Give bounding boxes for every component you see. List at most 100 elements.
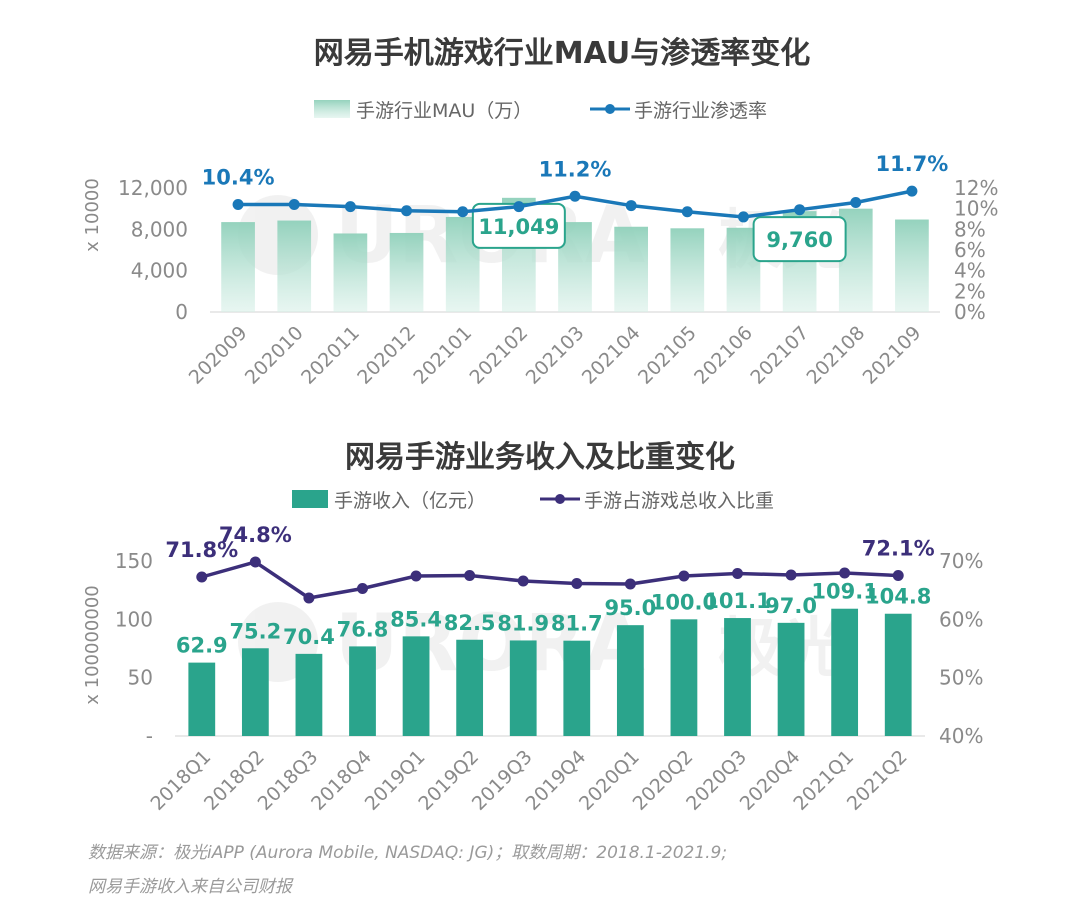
bar bbox=[614, 226, 648, 312]
x-tick-label: 202106 bbox=[690, 322, 757, 389]
source-line-2: 网易手游收入来自公司财报 bbox=[88, 877, 292, 897]
bar bbox=[670, 228, 705, 312]
line-point bbox=[737, 211, 749, 223]
y2-tick-label: 10% bbox=[954, 197, 998, 221]
line-value-label: 74.8% bbox=[219, 523, 292, 547]
bar bbox=[895, 219, 929, 312]
line-point bbox=[249, 556, 261, 568]
x-tick-label: 2021Q2 bbox=[843, 746, 912, 815]
chart1-legend: 手游行业MAU（万） 手游行业渗透率 bbox=[314, 100, 767, 122]
bar bbox=[831, 608, 859, 736]
bar bbox=[670, 619, 698, 736]
legend-bar-swatch bbox=[292, 490, 328, 508]
bar bbox=[349, 646, 376, 736]
bar bbox=[616, 625, 644, 736]
x-tick-label: 202009 bbox=[185, 322, 252, 389]
x-tick-label: 202105 bbox=[634, 322, 701, 389]
line-point bbox=[571, 578, 583, 589]
legend-line-marker bbox=[555, 494, 565, 504]
line-point bbox=[839, 567, 851, 579]
bar bbox=[509, 640, 537, 736]
bar-value-label: 76.8 bbox=[337, 617, 389, 641]
callout-label: 11,049 bbox=[478, 215, 559, 239]
x-tick-label: 202103 bbox=[522, 322, 589, 389]
chart1-plot: 0 4,000 8,000 12,000 0%2%4%6%8%10%12% 11,049 9… bbox=[118, 152, 998, 389]
y-tick-label: 50 bbox=[128, 666, 153, 690]
y-tick-label: - bbox=[146, 724, 153, 748]
chart1-ylabel: x 10000 bbox=[82, 178, 103, 252]
line-point bbox=[357, 583, 368, 594]
bar bbox=[221, 222, 255, 312]
line-point bbox=[892, 570, 904, 581]
y-tick-label: 150 bbox=[115, 549, 153, 573]
bar bbox=[884, 613, 912, 736]
callout-box bbox=[752, 216, 847, 263]
line-point bbox=[401, 205, 413, 217]
bar bbox=[777, 622, 805, 736]
line-point bbox=[678, 570, 690, 582]
line-point bbox=[794, 204, 806, 216]
chart2-legend: 手游收入（亿元） 手游占游戏总收入比重 bbox=[292, 490, 774, 512]
legend-revenue: 手游收入（亿元） bbox=[334, 490, 486, 512]
bar-value-label: 97.0 bbox=[765, 594, 817, 618]
bar-value-label: 104.8 bbox=[865, 585, 931, 609]
bar-value-label: 82.5 bbox=[444, 611, 496, 635]
bar-value-label: 70.4 bbox=[283, 625, 335, 649]
line-point bbox=[906, 185, 918, 197]
x-tick-label: 202011 bbox=[297, 322, 364, 389]
x-tick-label: 202109 bbox=[859, 322, 926, 389]
x-tick-label: 202102 bbox=[466, 322, 533, 389]
x-tick-label: 202104 bbox=[578, 322, 645, 389]
bar-value-label: 81.9 bbox=[497, 611, 549, 635]
bar-value-label: 101.1 bbox=[704, 589, 770, 613]
line-value-label: 72.1% bbox=[862, 537, 935, 561]
line-point bbox=[464, 570, 476, 581]
x-tick-label: 202012 bbox=[353, 322, 420, 389]
x-tick-label: 202101 bbox=[409, 322, 476, 389]
line-point bbox=[785, 569, 797, 581]
y-tick-label: 100 bbox=[115, 607, 153, 631]
callout-label: 9,760 bbox=[766, 228, 832, 252]
line-point bbox=[232, 199, 244, 211]
line-point bbox=[303, 592, 315, 604]
line-point bbox=[625, 200, 637, 212]
y2-tick-label: 0% bbox=[954, 300, 986, 324]
legend-line-marker bbox=[605, 104, 615, 114]
y-tick-label: 12,000 bbox=[118, 176, 188, 200]
y2-tick-label: 70% bbox=[939, 549, 983, 573]
y2-tick-label: 12% bbox=[954, 176, 998, 200]
bar-value-label: 81.7 bbox=[551, 612, 603, 636]
bar bbox=[402, 636, 430, 736]
line-series bbox=[201, 560, 899, 600]
bar-value-label: 100.0 bbox=[651, 590, 717, 614]
y2-tick-label: 6% bbox=[954, 238, 986, 262]
bar-value-label: 95.0 bbox=[604, 596, 656, 620]
y2-tick-label: 40% bbox=[939, 724, 983, 748]
bar-value-label: 85.4 bbox=[390, 607, 442, 631]
line-point bbox=[410, 570, 422, 582]
line-point bbox=[288, 199, 300, 211]
y-tick-label: 8,000 bbox=[131, 217, 188, 241]
legend-bar-swatch bbox=[314, 100, 350, 118]
y-tick-label: 4,000 bbox=[131, 259, 188, 283]
chart1-title: 网易手机游戏行业MAU与渗透率变化 bbox=[314, 36, 811, 71]
line-point bbox=[517, 575, 529, 587]
svg-text:URORA: URORA bbox=[335, 599, 645, 689]
y2-tick-label: 60% bbox=[939, 607, 983, 631]
line-point bbox=[850, 196, 862, 208]
line-point bbox=[457, 206, 469, 218]
bar-value-label: 75.2 bbox=[229, 619, 281, 643]
line-value-label: 11.2% bbox=[539, 157, 612, 181]
source-line-1: 数据来源：极光iAPP (Aurora Mobile, NASDAQ: JG)；… bbox=[88, 843, 728, 863]
x-tick-label: 202010 bbox=[241, 322, 308, 389]
line-point bbox=[732, 568, 743, 579]
y2-tick-label: 2% bbox=[954, 279, 986, 303]
bar bbox=[724, 618, 751, 736]
line-point bbox=[569, 190, 581, 202]
bar bbox=[333, 233, 368, 312]
line-value-label: 71.8% bbox=[165, 538, 238, 562]
line-value-label: 11.7% bbox=[875, 152, 948, 176]
bar bbox=[389, 232, 424, 312]
line-point bbox=[344, 201, 356, 213]
legend-penetration: 手游行业渗透率 bbox=[634, 100, 767, 122]
